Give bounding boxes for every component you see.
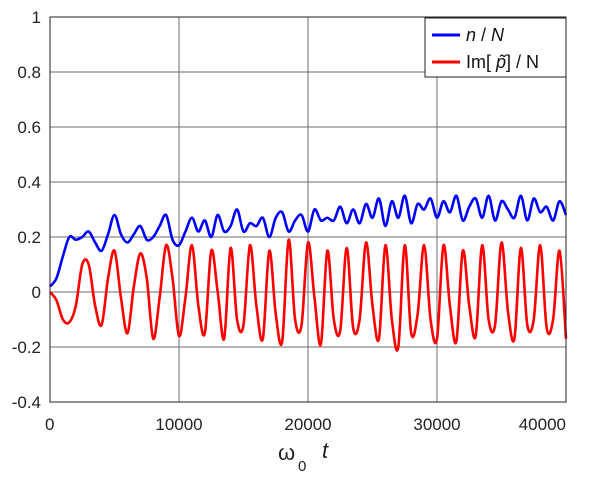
y-tick-label: -0.2 [12,338,41,357]
series-im-p-over-N [48,238,568,352]
y-tick-label: 0.6 [17,118,41,137]
y-tick-label: 0.2 [17,228,41,247]
x-axis-label: ω 0 t [278,438,329,475]
legend-box [424,17,567,78]
y-tick-label: 0.4 [17,173,41,192]
x-tick-label: 10000 [155,415,202,434]
x-label-subscript: 0 [298,458,306,475]
plot-frame [49,16,567,403]
x-tick-label: 0 [45,415,54,434]
x-label-t: t [322,438,329,463]
legend: n / N Im[ p̃] / N [424,17,567,78]
x-tick-label: 30000 [413,415,460,434]
series-n-over-N [48,194,568,288]
legend-label-im-p: Im[ p̃] / N [466,52,539,72]
tick-labels: 0 10000 20000 30000 40000 1 0.8 0.6 0.4 0.2 0 -0.2 -… [12,8,566,434]
series-layer [48,194,568,352]
x-label-omega: ω [278,440,295,465]
legend-label-n: n / N [466,25,505,45]
y-tick-label: -0.4 [12,393,41,412]
y-tick-label: 0 [32,283,41,302]
x-tick-label: 40000 [519,415,566,434]
x-tick-label: 20000 [284,415,331,434]
y-tick-label: 0.8 [17,63,41,82]
y-tick-label: 1 [32,8,41,27]
